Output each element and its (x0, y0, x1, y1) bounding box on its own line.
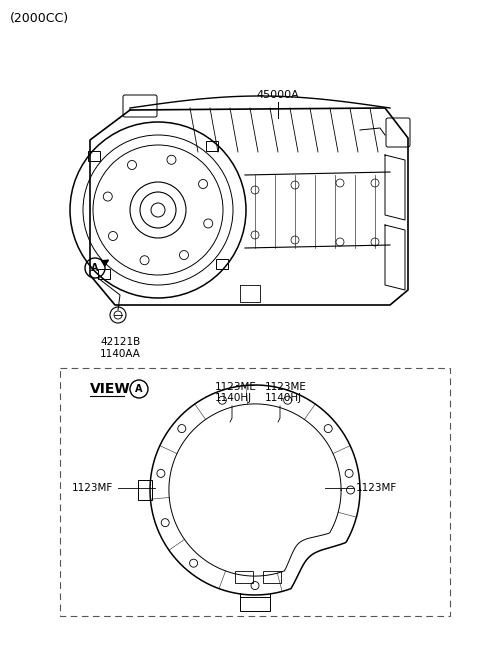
Bar (60, 368, 450, 616)
Bar (98, 269, 110, 279)
Text: 1123MF: 1123MF (72, 483, 113, 493)
Text: (2000CC): (2000CC) (10, 12, 69, 25)
Bar (216, 259, 228, 269)
Bar (240, 597, 270, 611)
Text: 1123ME: 1123ME (215, 382, 257, 392)
Text: 1123ME: 1123ME (265, 382, 307, 392)
Bar (138, 480, 152, 500)
Text: 42121B: 42121B (100, 337, 140, 347)
Text: 1140AA: 1140AA (100, 349, 141, 359)
Bar (88, 151, 100, 161)
Text: A: A (135, 384, 143, 394)
Bar (263, 571, 281, 583)
Text: 1140HJ: 1140HJ (215, 393, 252, 403)
Text: A: A (91, 263, 99, 273)
Text: 1140HJ: 1140HJ (265, 393, 302, 403)
Bar (206, 141, 218, 151)
Text: VIEW: VIEW (90, 382, 131, 396)
Bar (235, 571, 253, 583)
Text: 1123MF: 1123MF (356, 483, 397, 493)
Text: 45000A: 45000A (257, 90, 300, 100)
